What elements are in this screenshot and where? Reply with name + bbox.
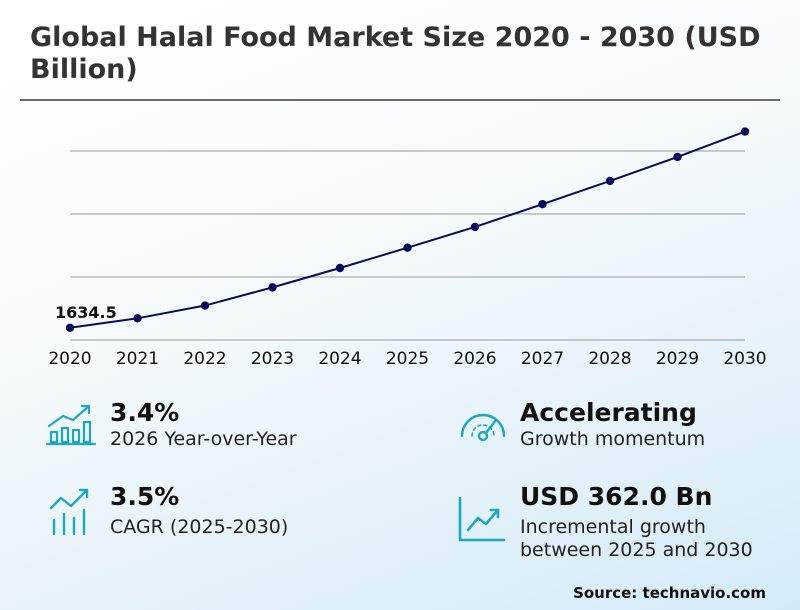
data-point <box>538 199 547 209</box>
x-tick-label: 2030 <box>723 349 766 369</box>
x-axis-ticks: 2020 2021 2022 2023 2024 2025 2026 2027 2028 2029… <box>48 349 766 369</box>
data-points <box>65 127 750 332</box>
gauge-icon <box>460 413 506 442</box>
title-divider <box>20 99 780 101</box>
bar-growth-icon <box>45 404 97 446</box>
trend-chart-icon <box>458 496 506 542</box>
data-point <box>133 314 142 323</box>
data-point <box>605 176 615 186</box>
data-point <box>335 263 345 273</box>
stat-cagr-desc: CAGR (2025-2030) <box>110 516 289 538</box>
source-note: Source: technavio.com <box>573 584 766 602</box>
x-tick-label: 2024 <box>318 349 361 369</box>
stat-momentum: Accelerating Growth momentum <box>456 398 786 458</box>
data-point <box>470 222 480 232</box>
stat-yoy-desc: 2026 Year-over-Year <box>110 428 297 450</box>
data-label: 1634.5 <box>55 303 117 322</box>
stat-incremental-value: USD 362.0 Bn <box>520 482 713 511</box>
data-point <box>673 152 682 162</box>
series-line <box>69 130 746 329</box>
x-tick-label: 2023 <box>251 349 294 369</box>
chart-title: Global Halal Food Market Size 2020 - 203… <box>30 22 761 85</box>
data-point <box>740 127 750 136</box>
stat-cagr: 3.5% CAGR (2025-2030) <box>45 482 375 542</box>
data-point <box>268 283 277 292</box>
line-chart: 2020 2021 2022 2023 2024 2025 2026 2027 2028 2029… <box>48 127 767 369</box>
stat-incremental-desc-line2: between 2025 and 2030 <box>520 539 753 561</box>
x-tick-label: 2026 <box>453 349 496 369</box>
x-tick-label: 2029 <box>656 349 699 369</box>
data-labels: 1634.5 <box>55 303 117 322</box>
data-point <box>65 323 75 332</box>
trend-bars-icon <box>49 488 89 536</box>
x-tick-label: 2027 <box>521 349 564 369</box>
stat-cagr-value: 3.5% <box>110 482 180 511</box>
data-point <box>403 243 412 252</box>
x-tick-label: 2021 <box>116 349 159 369</box>
x-tick-label: 2020 <box>48 349 91 369</box>
x-tick-label: 2028 <box>588 349 631 369</box>
x-tick-label: 2025 <box>386 349 429 369</box>
stat-incremental: USD 362.0 Bn Incremental growth between … <box>456 482 786 562</box>
stat-yoy-value: 3.4% <box>110 398 180 427</box>
data-point <box>200 301 210 310</box>
stat-incremental-desc-line1: Incremental growth <box>520 516 706 538</box>
x-tick-label: 2022 <box>183 349 226 369</box>
stat-momentum-value: Accelerating <box>520 398 697 427</box>
stat-yoy: 3.4% 2026 Year-over-Year <box>45 398 375 458</box>
grid-lines <box>70 150 745 341</box>
stat-momentum-desc: Growth momentum <box>520 428 706 450</box>
